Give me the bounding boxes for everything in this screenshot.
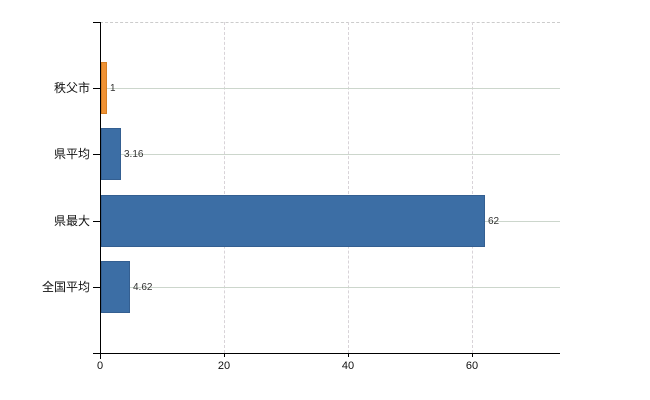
category-tick-label: 県最大 [53, 214, 90, 228]
bar-value-label: 4.62 [133, 282, 153, 293]
x-tick-label: 40 [341, 360, 355, 372]
x-axis-tick [348, 353, 349, 357]
x-axis-line [93, 353, 560, 354]
x-tick-label: 60 [465, 360, 479, 372]
bar-value-label: 1 [110, 83, 116, 94]
gridline-vertical [471, 22, 473, 353]
category-tick-label: 全国平均 [41, 280, 90, 294]
gridline-horizontal [100, 88, 560, 89]
x-axis-tick [472, 353, 473, 357]
bar-value-label: 3.16 [124, 149, 144, 160]
gridline-vertical [223, 22, 225, 353]
y-axis-tick [93, 221, 100, 222]
bar-2[interactable] [101, 195, 485, 247]
gridline-horizontal [100, 287, 560, 288]
category-tick-label: 県平均 [53, 147, 90, 161]
bar-value-label: 62 [488, 216, 500, 227]
x-axis-tick [224, 353, 225, 357]
gridline-horizontal [100, 154, 560, 155]
y-axis-line [100, 22, 101, 359]
y-axis-tick [93, 287, 100, 288]
plot-top-border [100, 22, 560, 23]
y-axis-top-tick [93, 22, 100, 23]
bar-1[interactable] [101, 128, 121, 180]
x-tick-label: 0 [96, 360, 104, 372]
bar-3[interactable] [101, 261, 130, 313]
y-axis-tick [93, 88, 100, 89]
gridline-vertical [347, 22, 349, 353]
x-tick-label: 20 [217, 360, 231, 372]
category-tick-label: 秩父市 [53, 81, 90, 95]
y-axis-tick [93, 154, 100, 155]
bar-0[interactable] [101, 62, 107, 114]
